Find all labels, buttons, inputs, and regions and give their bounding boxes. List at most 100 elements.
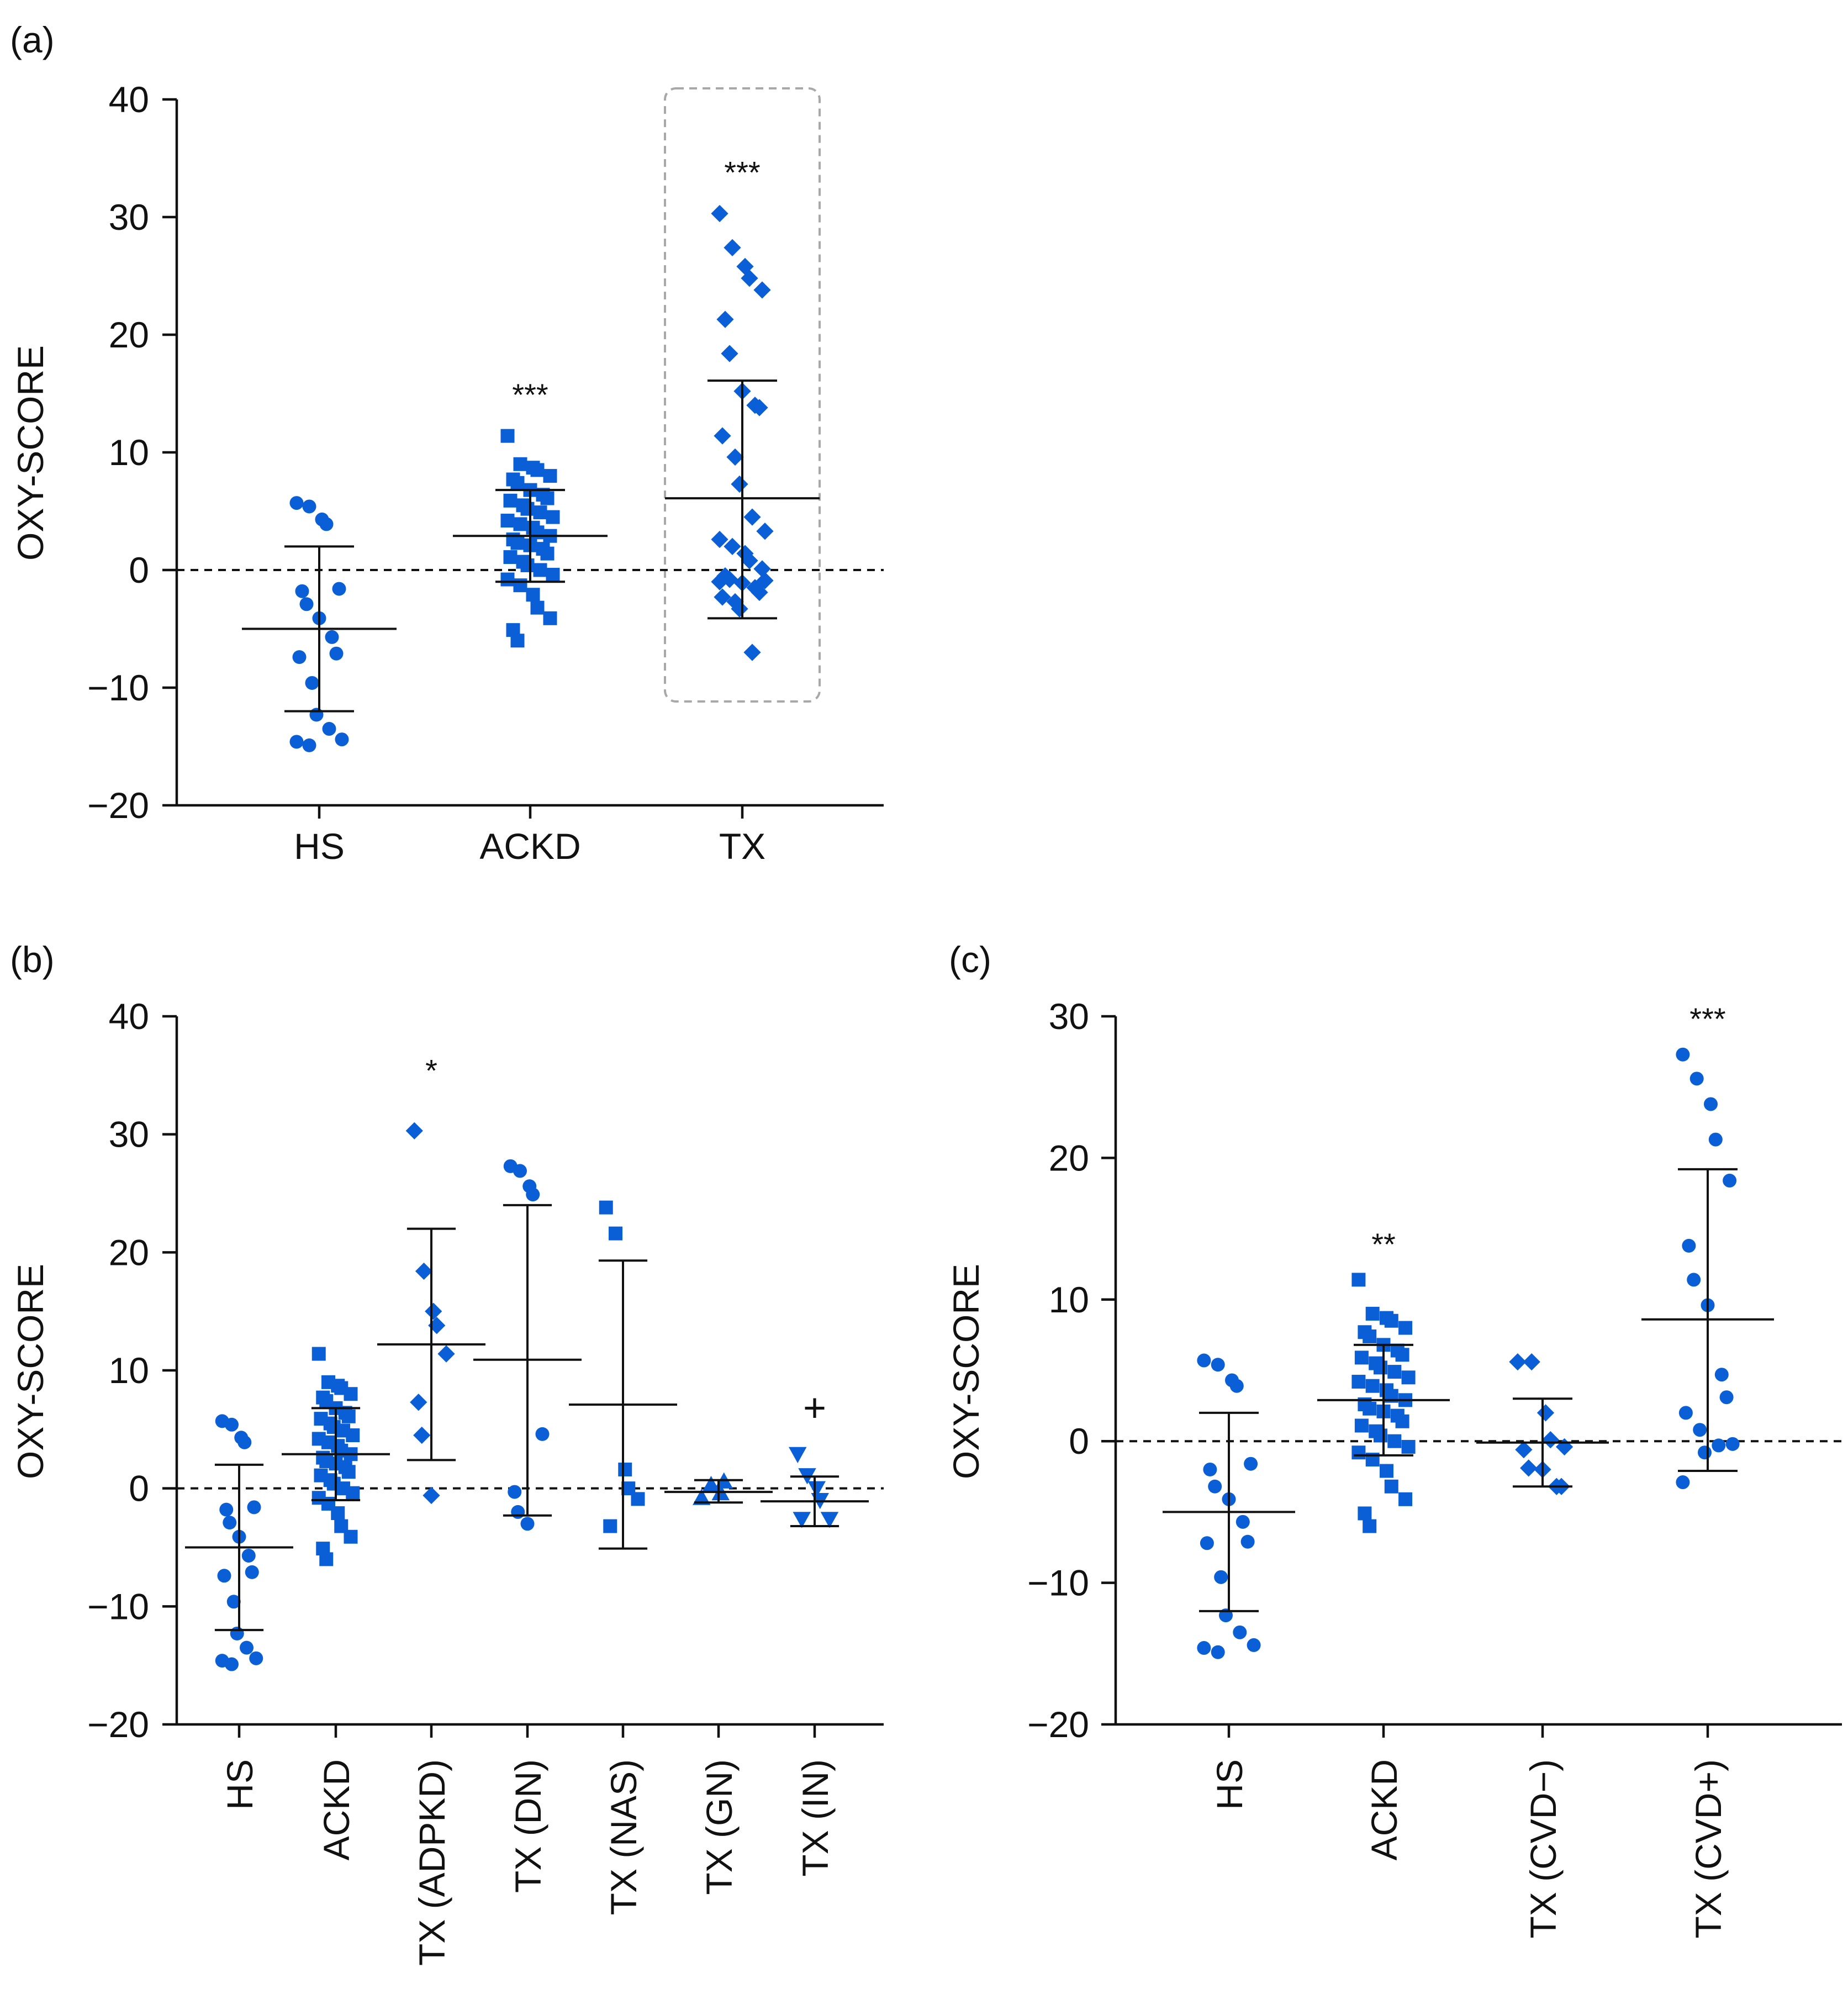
x-tick-label: TX (CVD−)	[1523, 1759, 1564, 1939]
data-group	[242, 496, 397, 752]
data-point	[1235, 1515, 1250, 1529]
data-point	[292, 650, 307, 664]
data-point	[520, 502, 535, 516]
data-point	[329, 646, 344, 661]
data-point	[1401, 1370, 1416, 1385]
y-axis-label: OXY-SCORE	[946, 1264, 986, 1479]
data-point	[1689, 1072, 1704, 1086]
data-point	[751, 399, 768, 416]
y-tick-label: −20	[87, 1704, 149, 1745]
y-tick-label: 0	[129, 1468, 149, 1509]
data-point	[1197, 1353, 1211, 1368]
data-point	[533, 563, 547, 577]
data-point	[1211, 1358, 1225, 1372]
data-point	[1358, 1506, 1372, 1521]
data-point	[520, 1517, 535, 1531]
data-point	[533, 505, 547, 520]
y-tick-label: 40	[109, 79, 149, 120]
data-point	[226, 1595, 241, 1609]
y-tick-label: 10	[109, 1350, 149, 1391]
data-group: ***	[665, 155, 820, 661]
data-group: +	[761, 1386, 869, 1528]
data-point	[1395, 1348, 1409, 1362]
panel-label-b: (b)	[10, 939, 55, 980]
panel-c: (c) OXY-SCORE −20 −10 0 10 20 30 HS ACKD TX (CVD…	[946, 939, 1842, 1939]
data-point	[526, 588, 540, 602]
data-point	[711, 204, 728, 223]
data-point	[1233, 1625, 1247, 1639]
y-tick-label: 40	[109, 996, 149, 1037]
data-point	[1197, 1641, 1211, 1655]
data-group	[473, 1159, 582, 1531]
data-point	[1354, 1418, 1369, 1433]
data-point	[714, 588, 731, 606]
data-point	[1200, 1536, 1214, 1550]
data-point	[820, 1512, 839, 1528]
data-point	[1374, 1428, 1387, 1443]
x-tick-label: ACKD	[316, 1759, 357, 1860]
y-tick-label: −20	[1027, 1704, 1089, 1745]
data-point	[540, 491, 555, 505]
data-point	[346, 1428, 360, 1443]
highlight-box	[664, 87, 821, 703]
significance-marker: ***	[1689, 1001, 1725, 1036]
data-point	[1229, 1379, 1244, 1393]
data-point	[511, 1505, 525, 1519]
data-point	[1401, 1439, 1416, 1454]
data-point	[1354, 1350, 1369, 1365]
data-point	[714, 427, 731, 445]
data-point	[731, 600, 748, 618]
y-tick-label: 20	[109, 314, 149, 355]
y-tick-label: 30	[1049, 996, 1089, 1037]
data-point	[1708, 1132, 1723, 1147]
y-tick-label: 30	[109, 1114, 149, 1155]
data-point	[405, 1122, 423, 1139]
data-point	[1682, 1238, 1696, 1253]
data-point	[1693, 1423, 1707, 1437]
significance-marker: ***	[724, 155, 760, 190]
data-point	[289, 496, 304, 510]
data-group: ***	[1641, 1001, 1774, 1490]
data-point	[1363, 1401, 1377, 1416]
data-group	[664, 1472, 773, 1505]
data-point	[295, 584, 309, 598]
x-tick-label: ACKD	[1364, 1759, 1405, 1860]
data-point	[225, 1417, 239, 1432]
data-point	[756, 523, 774, 540]
data-point	[1520, 1459, 1538, 1477]
data-point	[513, 578, 527, 593]
data-point	[543, 469, 557, 483]
data-point	[753, 560, 771, 578]
data-point	[344, 1387, 358, 1401]
x-tick-label: TX	[719, 826, 765, 867]
data-point	[223, 1516, 237, 1530]
data-point	[249, 1651, 263, 1665]
data-point	[721, 345, 738, 362]
data-point	[530, 600, 545, 615]
data-point	[237, 1435, 252, 1449]
data-point	[1398, 1321, 1413, 1335]
data-point	[1698, 1445, 1712, 1460]
data-point	[711, 530, 728, 548]
data-point	[741, 552, 758, 569]
data-point	[756, 572, 774, 589]
data-point	[603, 1519, 617, 1533]
data-point	[1676, 1475, 1690, 1490]
data-point	[319, 517, 334, 531]
data-point	[1365, 1379, 1380, 1393]
data-point	[1714, 1368, 1729, 1382]
data-point	[319, 1552, 334, 1566]
data-point	[1351, 1375, 1366, 1389]
data-point	[716, 310, 734, 328]
panel-a: (a) OXY-SCORE −20 −10 0 10 20 30 40 HS ACKD TX ***…	[10, 19, 884, 867]
panel-label-c: (c)	[949, 939, 991, 980]
data-group: **	[1317, 1227, 1450, 1533]
data-point	[731, 475, 748, 493]
data-point	[1240, 1534, 1255, 1549]
data-point	[341, 1465, 356, 1479]
data-point	[526, 1188, 540, 1202]
data-point	[1537, 1404, 1555, 1422]
data-point	[344, 1529, 358, 1544]
data-point	[743, 508, 761, 526]
y-tick-label: −10	[87, 1586, 149, 1627]
